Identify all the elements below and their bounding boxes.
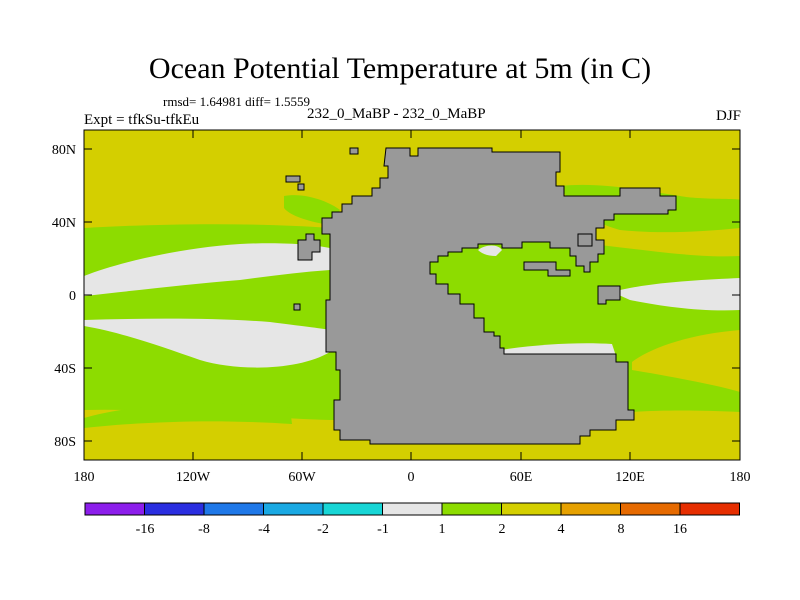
field-band-minus1-1	[84, 243, 740, 368]
colorbar-label: -16	[136, 522, 155, 537]
lon-label: 180	[74, 470, 95, 485]
lon-label: 60E	[510, 470, 533, 485]
colorbar-label: 1	[439, 522, 446, 537]
lon-label: 120E	[615, 470, 645, 485]
colorbar-box	[84, 502, 145, 516]
colorbar-label: 8	[618, 522, 625, 537]
lon-label: 0	[408, 470, 415, 485]
colorbar-label: 4	[558, 522, 565, 537]
lat-label: 80S	[54, 435, 76, 450]
colorbar-box	[441, 502, 502, 516]
lat-label: 0	[69, 289, 76, 304]
lon-label: 180	[730, 470, 751, 485]
season-label: DJF	[715, 108, 741, 124]
colorbar-box	[263, 502, 324, 516]
lat-label: 40S	[54, 362, 76, 377]
lat-ticks	[84, 148, 740, 442]
colorbar-box	[560, 502, 621, 516]
colorbar-label: -1	[377, 522, 389, 537]
experiment-label: Expt = tfkSu-tfkEu	[84, 112, 200, 128]
colorbar-label: -4	[258, 522, 270, 537]
colorbar-box	[322, 502, 383, 516]
colorbar-box	[620, 502, 681, 516]
colorbar-label: 2	[499, 522, 506, 537]
colorbar-label: 16	[673, 522, 687, 537]
colorbar	[84, 502, 740, 516]
runs-label: 232_0_MaBP - 232_0_MaBP	[307, 106, 486, 122]
lon-label: 120W	[176, 470, 211, 485]
colorbar-box	[203, 502, 264, 516]
colorbar-box	[382, 502, 443, 516]
map-field	[84, 130, 740, 460]
colorbar-box	[501, 502, 562, 516]
colorbar-box	[144, 502, 205, 516]
lat-label: 40N	[52, 216, 76, 231]
plot-title: Ocean Potential Temperature at 5m (in C)	[148, 52, 652, 85]
lon-label: 60W	[288, 470, 316, 485]
lat-label: 80N	[52, 143, 76, 158]
lon-ticks	[192, 130, 631, 460]
stats-label: rmsd= 1.64981 diff= 1.5559	[163, 94, 310, 109]
colorbar-box	[679, 502, 740, 516]
colorbar-label: -2	[317, 522, 329, 537]
colorbar-label: -8	[198, 522, 210, 537]
land-mask	[285, 147, 677, 445]
